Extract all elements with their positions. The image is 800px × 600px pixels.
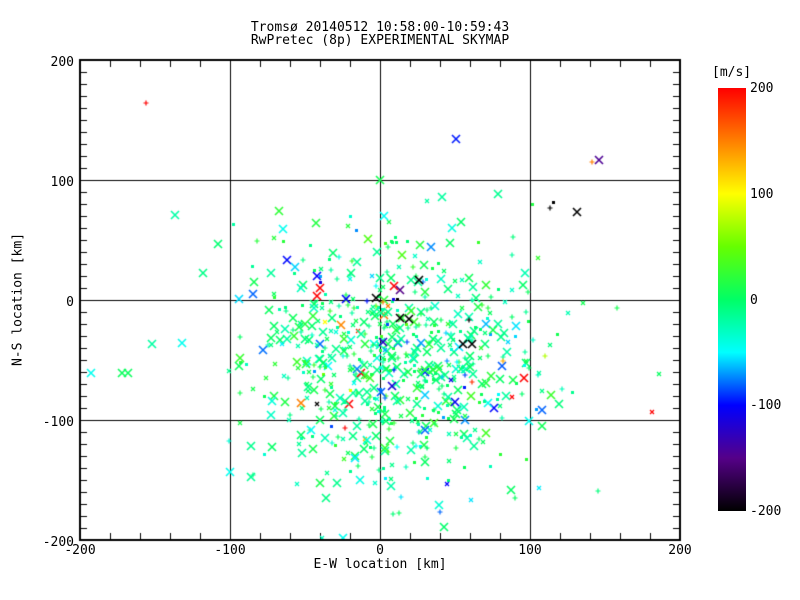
x-tick-label: 0: [376, 543, 384, 558]
y-tick-label: 100: [50, 175, 74, 190]
y-tick-label: 0: [66, 295, 74, 310]
colorbar-tick-label: 0: [750, 292, 758, 308]
y-tick-label: -200: [42, 535, 74, 550]
y-axis-label: N-S location [km]: [10, 232, 26, 367]
colorbar-tick-label: 100: [750, 186, 774, 202]
colorbar-gradient: [718, 88, 746, 511]
x-tick-label: 100: [518, 543, 542, 558]
colorbar-tick-label: 200: [750, 81, 774, 96]
x-tick-label: -200: [64, 543, 96, 558]
y-tick-label: 200: [50, 55, 74, 70]
colorbar-units-label: [m/s]: [712, 65, 752, 80]
x-tick-label: -100: [214, 543, 246, 558]
y-tick-label: -100: [42, 415, 74, 430]
x-axis-label: E-W location [km]: [313, 557, 447, 572]
colorbar-tick-label: -200: [750, 504, 782, 519]
x-tick-label: 200: [668, 543, 692, 558]
colorbar-tick-label: -100: [750, 398, 782, 414]
